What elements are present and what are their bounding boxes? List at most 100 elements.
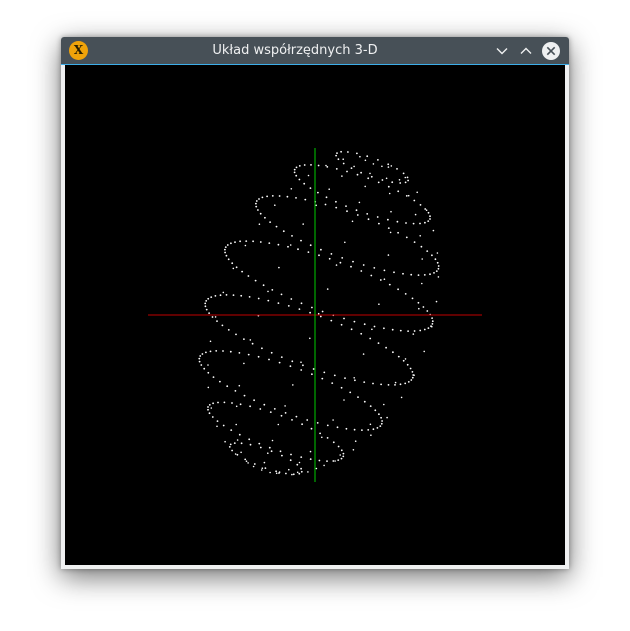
point: [300, 361, 302, 364]
point: [417, 301, 420, 304]
point: [227, 258, 230, 261]
point: [234, 453, 237, 455]
point: [360, 270, 363, 272]
point: [289, 459, 292, 462]
title-bar[interactable]: X Układ współrzędnych 3-D: [61, 37, 569, 65]
point: [240, 294, 243, 297]
close-button[interactable]: [541, 41, 561, 61]
point: [284, 412, 287, 414]
point: [387, 166, 390, 168]
point: [212, 402, 215, 405]
point: [411, 297, 414, 300]
point: [275, 472, 278, 475]
point: [398, 179, 401, 181]
point: [300, 369, 303, 371]
point: [370, 274, 373, 277]
point: [381, 420, 383, 422]
point: [230, 242, 232, 245]
point: [251, 342, 254, 345]
point: [271, 439, 274, 442]
point: [425, 209, 428, 211]
point: [362, 264, 365, 266]
point: [437, 276, 440, 278]
point: [278, 361, 281, 364]
point: [205, 308, 208, 311]
point: [346, 170, 348, 173]
point: [226, 385, 229, 388]
point: [258, 442, 261, 445]
point: [269, 221, 271, 224]
point: [397, 355, 400, 358]
point: [387, 254, 390, 256]
point: [435, 300, 438, 303]
point: [229, 443, 232, 446]
point: [267, 299, 270, 302]
point: [212, 376, 215, 378]
point: [319, 315, 322, 318]
point: [432, 229, 435, 232]
point: [352, 260, 354, 263]
point: [259, 446, 262, 449]
point: [325, 164, 327, 167]
point: [436, 252, 439, 254]
point: [238, 384, 241, 387]
maximize-button[interactable]: [516, 41, 536, 61]
point: [429, 215, 431, 218]
point: [426, 310, 429, 312]
point: [373, 267, 376, 269]
point: [342, 158, 345, 160]
point: [310, 427, 313, 430]
point: [435, 270, 438, 272]
point: [407, 179, 409, 182]
app-icon[interactable]: X: [69, 41, 88, 60]
point: [298, 308, 301, 310]
point: [268, 242, 271, 245]
point: [239, 403, 242, 406]
point: [326, 460, 328, 462]
close-icon: [542, 42, 560, 60]
point: [393, 271, 395, 274]
point: [383, 403, 385, 406]
point: [277, 423, 280, 426]
point: [309, 450, 312, 453]
point: [282, 230, 285, 233]
point: [264, 216, 266, 219]
point: [330, 319, 333, 322]
point: [374, 409, 377, 412]
point: [370, 434, 372, 437]
point: [310, 164, 312, 166]
point: [353, 165, 355, 168]
viewport-3d[interactable]: [65, 65, 565, 565]
point: [208, 404, 211, 406]
minimize-button[interactable]: [492, 41, 512, 61]
window-title: Układ współrzędnych 3-D: [212, 43, 378, 58]
point: [266, 195, 268, 198]
point: [257, 297, 260, 300]
point: [345, 427, 348, 430]
point: [307, 251, 310, 254]
point: [400, 396, 403, 399]
point: [239, 240, 242, 243]
point: [421, 258, 424, 260]
point: [267, 290, 269, 293]
point: [291, 360, 294, 363]
point: [288, 468, 290, 471]
point: [254, 279, 257, 282]
point: [391, 181, 394, 184]
point: [300, 470, 303, 473]
point: [261, 467, 264, 470]
point: [407, 381, 410, 383]
point: [394, 384, 396, 386]
point: [351, 220, 354, 223]
point: [221, 324, 224, 327]
point: [350, 328, 353, 331]
point: [326, 437, 329, 439]
point: [409, 367, 412, 370]
point: [379, 425, 382, 427]
point: [414, 213, 417, 216]
point: [404, 293, 407, 295]
point: [287, 245, 289, 248]
point: [370, 175, 373, 178]
point: [406, 176, 409, 179]
point: [431, 323, 434, 325]
